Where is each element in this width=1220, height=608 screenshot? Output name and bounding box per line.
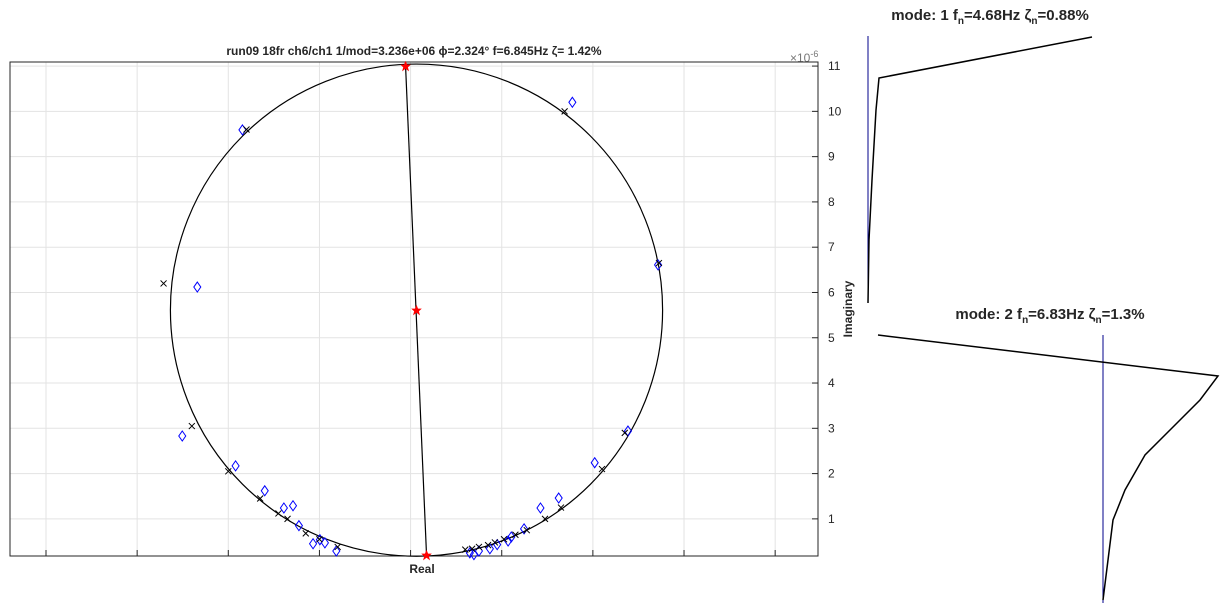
marker-x <box>188 422 196 430</box>
marker-diamond <box>507 531 516 543</box>
marker-diamond <box>320 536 330 549</box>
t: n <box>1031 16 1037 27</box>
y-tick-label: 4 <box>828 376 835 390</box>
marker-x <box>302 530 310 537</box>
marker-x <box>461 546 469 554</box>
marker-x <box>491 539 499 546</box>
marker-diamond <box>503 535 513 547</box>
y-tick-label: 2 <box>828 467 835 481</box>
marker-diamond <box>623 425 633 437</box>
mode2-curve <box>877 334 1220 601</box>
marker-diamond <box>519 522 529 535</box>
marker-x <box>275 510 282 517</box>
multiplier-base: ×10 <box>790 51 811 65</box>
y-tick-label: 10 <box>828 104 842 118</box>
marker-diamond <box>308 537 318 550</box>
marker-diamond <box>178 430 187 442</box>
t: n <box>1096 315 1102 326</box>
marker-x <box>523 526 531 534</box>
marker-diamond <box>590 456 599 469</box>
marker-diamond <box>294 519 304 532</box>
marker-diamond <box>231 460 240 472</box>
chart-title: run09 18fr ch6/ch1 1/mod=3.236e+06 ϕ=2.3… <box>226 44 602 58</box>
t: mode: 1 f <box>891 7 959 24</box>
marker-diamond <box>653 258 663 271</box>
t: mode: 2 f <box>955 306 1023 323</box>
marker-x <box>316 535 323 543</box>
marker-x <box>598 465 606 473</box>
marker-x <box>284 515 291 523</box>
marker-diamond <box>536 502 545 514</box>
t: =1.3% <box>1102 306 1145 323</box>
marker-x <box>557 504 565 511</box>
marker-x <box>334 543 342 551</box>
x-axis-label: Real <box>409 562 434 576</box>
t: n <box>1022 315 1028 326</box>
marker-star <box>400 60 411 72</box>
marker-x <box>655 259 663 267</box>
marker-x <box>500 535 508 543</box>
t: =4.68Hz ζ <box>964 7 1031 24</box>
marker-star <box>411 304 422 316</box>
t: =6.83Hz ζ <box>1028 306 1095 323</box>
t: n <box>958 16 964 27</box>
marker-diamond <box>288 499 298 512</box>
y-tick-label: 8 <box>828 195 835 209</box>
marker-x <box>621 429 629 437</box>
fit-circle <box>169 63 664 557</box>
y-tick-label: 1 <box>828 512 835 526</box>
marker-diamond <box>279 502 289 514</box>
marker-x <box>468 545 476 553</box>
multiplier-exp: -6 <box>810 49 818 59</box>
marker-x <box>224 467 232 475</box>
marker-star <box>421 549 432 561</box>
marker-x <box>561 108 568 115</box>
marker-diamond <box>332 545 341 557</box>
marker-diamond <box>193 281 202 293</box>
y-tick-label: 9 <box>828 150 835 164</box>
y-axis-label: Imaginary <box>841 280 855 337</box>
marker-diamond <box>465 546 474 559</box>
y-tick-label: 5 <box>828 331 835 345</box>
y-tick-label: 11 <box>828 59 841 73</box>
y-tick-label: 6 <box>828 285 835 299</box>
marker-diamond <box>554 492 563 504</box>
marker-x <box>512 531 519 539</box>
mode2-title: mode: 2 fn=6.83Hz ζn=1.3% <box>955 306 1144 326</box>
marker-diamond <box>485 542 494 555</box>
y-tick-label: 3 <box>828 421 835 435</box>
marker-x <box>484 541 492 549</box>
t: =0.88% <box>1037 7 1088 24</box>
marker-x <box>475 543 483 551</box>
marker-diamond <box>568 96 577 109</box>
marker-x <box>243 126 250 133</box>
mode1-title: mode: 1 fn=4.68Hz ζn=0.88% <box>891 7 1089 27</box>
marker-x <box>256 495 264 502</box>
marker-diamond <box>260 484 269 497</box>
marker-x <box>160 280 167 287</box>
marker-x <box>541 515 549 523</box>
mode1-curve <box>867 36 1093 304</box>
y-tick-label: 7 <box>828 240 835 254</box>
